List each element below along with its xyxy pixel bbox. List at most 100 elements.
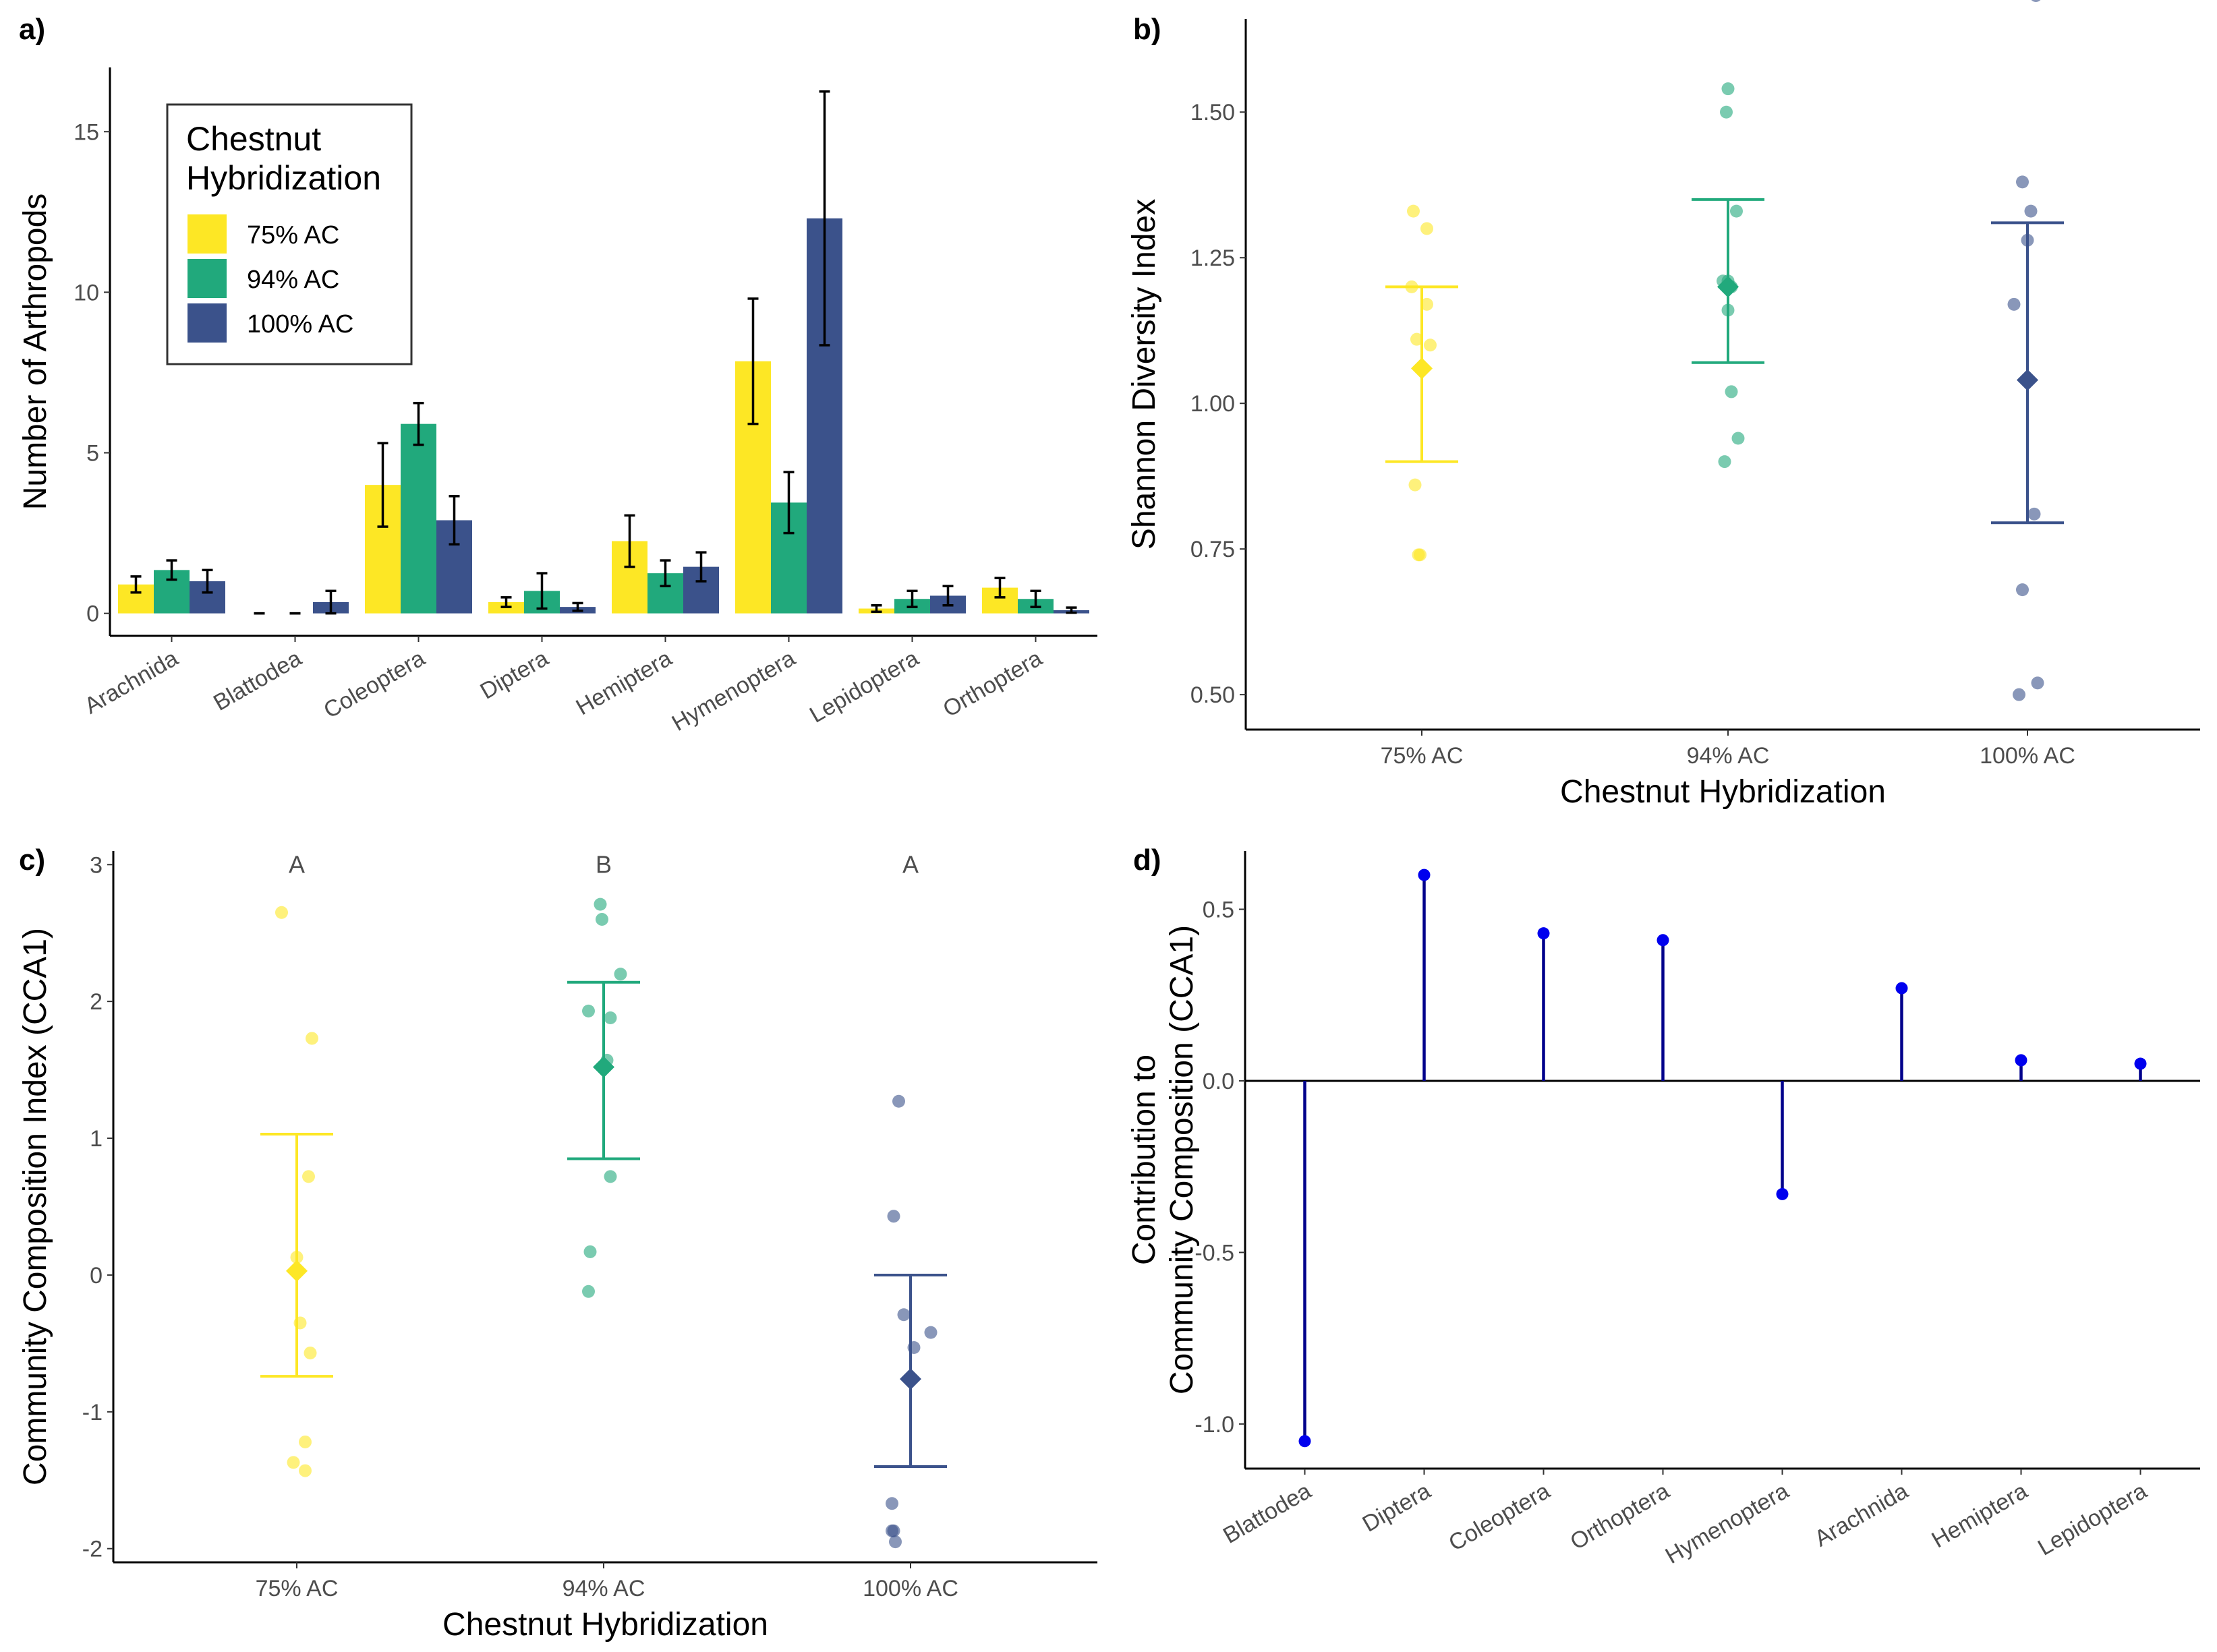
panel-b-point	[1420, 297, 1433, 311]
point-arachnida	[1895, 982, 1908, 995]
panel-b-y-tick-label: 1.25	[1190, 245, 1235, 271]
point-lepidoptera	[2134, 1057, 2147, 1070]
panel-c-x-tick-label: 75% AC	[256, 1576, 339, 1601]
panel-d-x-tick-label: Coleoptera	[1444, 1478, 1554, 1556]
point-orthoptera	[1657, 934, 1669, 947]
panel-c-point	[299, 1464, 312, 1477]
panel-a-x-tick-label: Hymenoptera	[668, 645, 800, 736]
point-coleoptera	[1537, 927, 1550, 940]
panel-a-x-tick-label: Orthoptera	[939, 645, 1047, 722]
panel-c-point	[897, 1308, 911, 1322]
point-hemiptera	[2015, 1054, 2027, 1067]
panel-c-point	[886, 1524, 898, 1537]
panel-c-point	[892, 1094, 905, 1108]
panel-a-y-tick-label: 0	[86, 601, 99, 627]
panel-d-y-tick-label: 0.5	[1203, 897, 1234, 923]
panel-b-point	[2031, 676, 2044, 690]
point-blattodea	[1298, 1435, 1311, 1448]
panel-d-x-tick-label: Hemiptera	[1928, 1478, 2032, 1553]
legend-label: 75% AC	[247, 221, 339, 249]
panel-b-point	[1730, 204, 1743, 218]
legend-title-line1: Chestnut	[186, 120, 321, 158]
panel-b-x-axis-title: Chestnut Hybridization	[1560, 774, 1886, 810]
panel-b-point	[2013, 688, 2025, 701]
panel-c-mean-marker	[593, 1056, 614, 1078]
panel-c-point	[299, 1435, 312, 1448]
panel-c-point	[604, 1170, 617, 1183]
panel-c-point	[304, 1347, 317, 1360]
panel-b-point	[1414, 548, 1427, 562]
panel-c-y-tick-label: 2	[90, 989, 103, 1015]
panel-c-significance-letter: B	[596, 850, 612, 878]
panel-a-y-tick-label: 5	[86, 441, 99, 467]
bar-94AC-coleoptera	[401, 423, 436, 614]
panel-a-x-tick-label: Diptera	[476, 645, 553, 705]
panel-c-point	[582, 1285, 595, 1298]
panel-c-significance-letter: A	[289, 850, 305, 878]
panel-b-point	[2027, 507, 2041, 521]
panel-c-point	[583, 1245, 597, 1258]
legend-label: 94% AC	[247, 266, 339, 294]
panel-b-point	[1408, 478, 1422, 492]
panel-b-point	[1731, 432, 1745, 445]
legend-label: 100% AC	[247, 310, 353, 338]
panel-b-point	[1410, 332, 1423, 346]
panel-d-y-tick-label: 0.0	[1203, 1069, 1234, 1094]
panel-b-label: b)	[1133, 13, 1161, 46]
panel-d-y-axis-title-line2: Community Composition (CCA1)	[1164, 925, 1200, 1394]
panel-c-significance-letter: A	[902, 850, 919, 878]
panel-b-x-tick-label: 94% AC	[1687, 743, 1770, 769]
panel-d-x-tick-label: Lepidoptera	[2034, 1478, 2152, 1561]
panel-d-x-tick-label: Orthoptera	[1566, 1478, 1674, 1555]
panel-a-y-axis-title: Number of Arthropods	[18, 194, 53, 510]
panel-c-point	[886, 1497, 898, 1510]
legend-title-line2: Hybridization	[186, 159, 381, 197]
panel-a-x-tick-label: Blattodea	[209, 645, 306, 716]
point-diptera	[1418, 868, 1431, 881]
panel-b-y-axis-title: Shannon Diversity Index	[1126, 199, 1162, 550]
panel-a: a) 0 5 10 15 Arachnida Blattodea Coleoptera Dip…	[18, 13, 1097, 736]
panel-c-point	[887, 1210, 900, 1223]
panel-b-point	[1721, 82, 1735, 96]
panel-c-y-tick-label: 3	[90, 852, 103, 878]
panel-d-x-tick-label: Diptera	[1358, 1478, 1435, 1537]
panel-d-label: d)	[1133, 844, 1161, 877]
panel-c-point	[306, 1032, 318, 1045]
panel-b-y-tick-label: 1.00	[1190, 391, 1235, 417]
panel-a-y-tick-label: 15	[74, 119, 99, 145]
panel-d: d) -1.0 -0.5 0.0 0.5 Blattodea Diptera Coleopt…	[1126, 844, 2200, 1569]
panel-c-mean-marker	[286, 1260, 308, 1282]
panel-c-x-axis-title: Chestnut Hybridization	[442, 1607, 768, 1643]
panel-b-mean-marker	[1717, 276, 1739, 298]
panel-b: b) 0.50 0.75 1.00 1.25 1.50 75% AC 94% AC 100% …	[1126, 0, 2200, 810]
panel-c-point	[614, 968, 627, 981]
panel-b-x-tick-label: 100% AC	[1980, 743, 2075, 769]
panel-b-y-tick-label: 1.50	[1190, 100, 1235, 125]
panel-b-mean-marker	[1411, 357, 1433, 380]
panel-b-point	[2016, 583, 2029, 597]
panel-b-point	[2031, 0, 2041, 2]
panel-d-y-tick-label: -1.0	[1194, 1412, 1234, 1438]
panel-c-point	[604, 1011, 617, 1025]
panel-c-point	[287, 1456, 300, 1469]
panel-c: c) -2 -1 0 1 2 3 75% AC 94% AC 100% AC Chestnut H…	[18, 844, 1097, 1643]
panel-b-point	[2016, 175, 2029, 189]
panel-b-point	[2007, 297, 2021, 311]
panel-b-point	[1420, 222, 1433, 235]
panel-c-mean-marker	[900, 1368, 921, 1390]
panel-b-y-tick-label: 0.75	[1190, 537, 1235, 562]
panel-b-point	[1407, 204, 1420, 218]
panel-a-x-tick-label: Lepidoptera	[805, 645, 923, 728]
panel-c-y-tick-label: 1	[90, 1126, 103, 1152]
panel-c-point	[596, 912, 608, 926]
panel-c-point	[582, 1004, 595, 1017]
panel-d-x-tick-label: Arachnida	[1810, 1478, 1913, 1552]
panel-d-y-tick-label: -0.5	[1194, 1240, 1234, 1266]
panel-a-x-tick-label: Arachnida	[80, 645, 183, 719]
panel-c-point	[302, 1170, 315, 1183]
panel-d-y-axis-title-line1: Contribution to	[1126, 1055, 1162, 1265]
legend-key-94AC	[188, 259, 227, 298]
panel-a-y-tick-label: 10	[74, 280, 99, 305]
panel-c-y-tick-label: -2	[82, 1537, 103, 1562]
